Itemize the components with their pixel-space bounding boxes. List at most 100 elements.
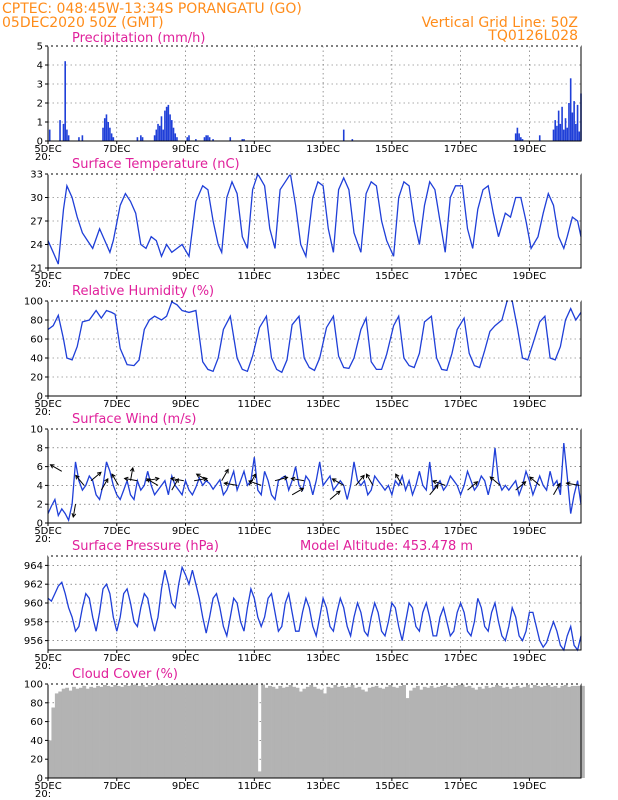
wind-y-label: 8 xyxy=(37,443,43,454)
pressure-panel: 5DEC 7DEC 9DEC 11DEC 13DEC 15DEC 17DEC 19DEC 20:… xyxy=(24,555,582,672)
wind-arrow xyxy=(111,473,119,486)
cloud-bar xyxy=(292,686,296,778)
precip-bar xyxy=(212,139,214,141)
cloud-bar xyxy=(250,684,255,778)
cloud-y-label: 80 xyxy=(30,698,43,709)
cloud-bar xyxy=(171,684,176,778)
cloud-bar xyxy=(412,687,417,778)
wind-arrow-head xyxy=(299,487,305,492)
cloud-bar xyxy=(446,686,451,778)
cloud-bar xyxy=(154,684,159,778)
wind-arrow xyxy=(224,482,238,486)
cloud-bar xyxy=(347,686,351,778)
cloud-date-label: 11DEC xyxy=(237,781,271,792)
precip-y-label: 2 xyxy=(37,99,43,110)
precip-bar xyxy=(64,61,66,142)
cloud-bar xyxy=(409,690,413,778)
wind-arrow-head xyxy=(75,474,80,480)
precip-bar xyxy=(557,110,560,141)
wind-arrow xyxy=(467,481,478,491)
wind-arrow xyxy=(124,477,138,482)
cloud-bar xyxy=(371,686,376,778)
cloud-bar xyxy=(106,685,111,778)
temp-y-label: 33 xyxy=(30,170,43,181)
precip-bar xyxy=(136,137,139,141)
precip-date-label: 19DEC xyxy=(513,144,547,155)
cloud-bar xyxy=(570,685,575,778)
wind-arrow-head xyxy=(202,476,208,482)
precip-y-label: 5 xyxy=(37,42,43,53)
pressure-date-label: 11DEC xyxy=(237,653,271,664)
cloud-bar xyxy=(391,686,396,778)
cloud-bar xyxy=(82,685,87,778)
temp-date-label: 11DEC xyxy=(237,271,271,282)
cloud-bar xyxy=(68,690,73,778)
wind-arrow-head xyxy=(473,481,479,486)
cloud-bar xyxy=(384,686,389,778)
precip-bar xyxy=(102,127,104,141)
precip-bar xyxy=(172,127,175,141)
wind-arrow-head xyxy=(331,478,337,483)
pressure-date-label: 15DEC xyxy=(375,653,409,664)
precip-bar xyxy=(559,123,562,141)
cloud-bar xyxy=(374,685,379,778)
temp-y-label: 27 xyxy=(30,217,43,228)
precip-bar xyxy=(67,135,70,141)
cloud-cut-label: 20: xyxy=(35,789,51,800)
precip-bar xyxy=(518,133,520,141)
cloud-bar xyxy=(560,685,565,778)
wind-arrow xyxy=(566,482,580,486)
humidity-title: Relative Humidity (%) xyxy=(72,284,214,299)
wind-arrow-head xyxy=(521,481,527,486)
precip-bar xyxy=(521,139,524,141)
precip-bar xyxy=(575,123,577,141)
cloud-bar xyxy=(581,685,585,778)
wind-arrow-head xyxy=(489,476,495,481)
cloud-bar xyxy=(329,687,334,778)
wind-arrow xyxy=(332,478,344,486)
cloud-bar xyxy=(488,687,492,778)
wind-arrow xyxy=(100,478,109,491)
precip-date-label: 11DEC xyxy=(237,144,271,155)
wind-arrow-head xyxy=(565,481,571,487)
cloud-bar xyxy=(244,684,248,778)
wind-date-label: 19DEC xyxy=(513,526,547,537)
wind-date-label: 5DEC xyxy=(34,526,61,537)
wind-y-label: 0 xyxy=(37,519,43,530)
cloud-bar xyxy=(130,684,135,778)
cloud-bar xyxy=(525,684,530,778)
precip-bar xyxy=(538,135,541,141)
cloud-bar xyxy=(295,687,300,778)
precip-bar xyxy=(140,135,142,141)
cloud-y-label: 20 xyxy=(30,755,43,766)
cloud-bar xyxy=(333,684,338,778)
wind-date-label: 15DEC xyxy=(375,526,409,537)
cloud-bar xyxy=(529,687,534,778)
wind-frame xyxy=(47,428,582,524)
rh-series-line xyxy=(47,300,582,374)
rh-date-label: 9DEC xyxy=(172,399,199,410)
wind-arrow xyxy=(75,475,85,486)
cloud-bar xyxy=(574,685,578,778)
precip-bar xyxy=(561,106,563,141)
cloud-bar xyxy=(443,684,448,778)
wind-y-label: 4 xyxy=(37,481,43,492)
cloud-bar xyxy=(343,687,348,778)
pressure-title: Surface Pressure (hPa) xyxy=(72,539,219,554)
wind-arrow-head xyxy=(431,479,437,485)
cloud-bar xyxy=(419,689,424,778)
rh-date-label: 19DEC xyxy=(513,399,547,410)
precip-bar xyxy=(153,135,156,141)
wind-arrow-head xyxy=(71,513,77,519)
cloud-bar xyxy=(505,686,510,778)
pressure-cut-label: 20: xyxy=(35,661,51,672)
temp-y-label: 21 xyxy=(30,264,43,275)
pressure-y-label: 960 xyxy=(24,599,43,610)
cloud-bar xyxy=(440,685,444,778)
cloud-bar xyxy=(240,684,245,778)
precip-bar xyxy=(112,137,115,141)
precip-bar xyxy=(207,135,209,141)
temperature-title: Surface Temperature (nC) xyxy=(72,157,240,172)
cloud-bar xyxy=(367,687,372,778)
precip-date-label: 9DEC xyxy=(172,144,199,155)
